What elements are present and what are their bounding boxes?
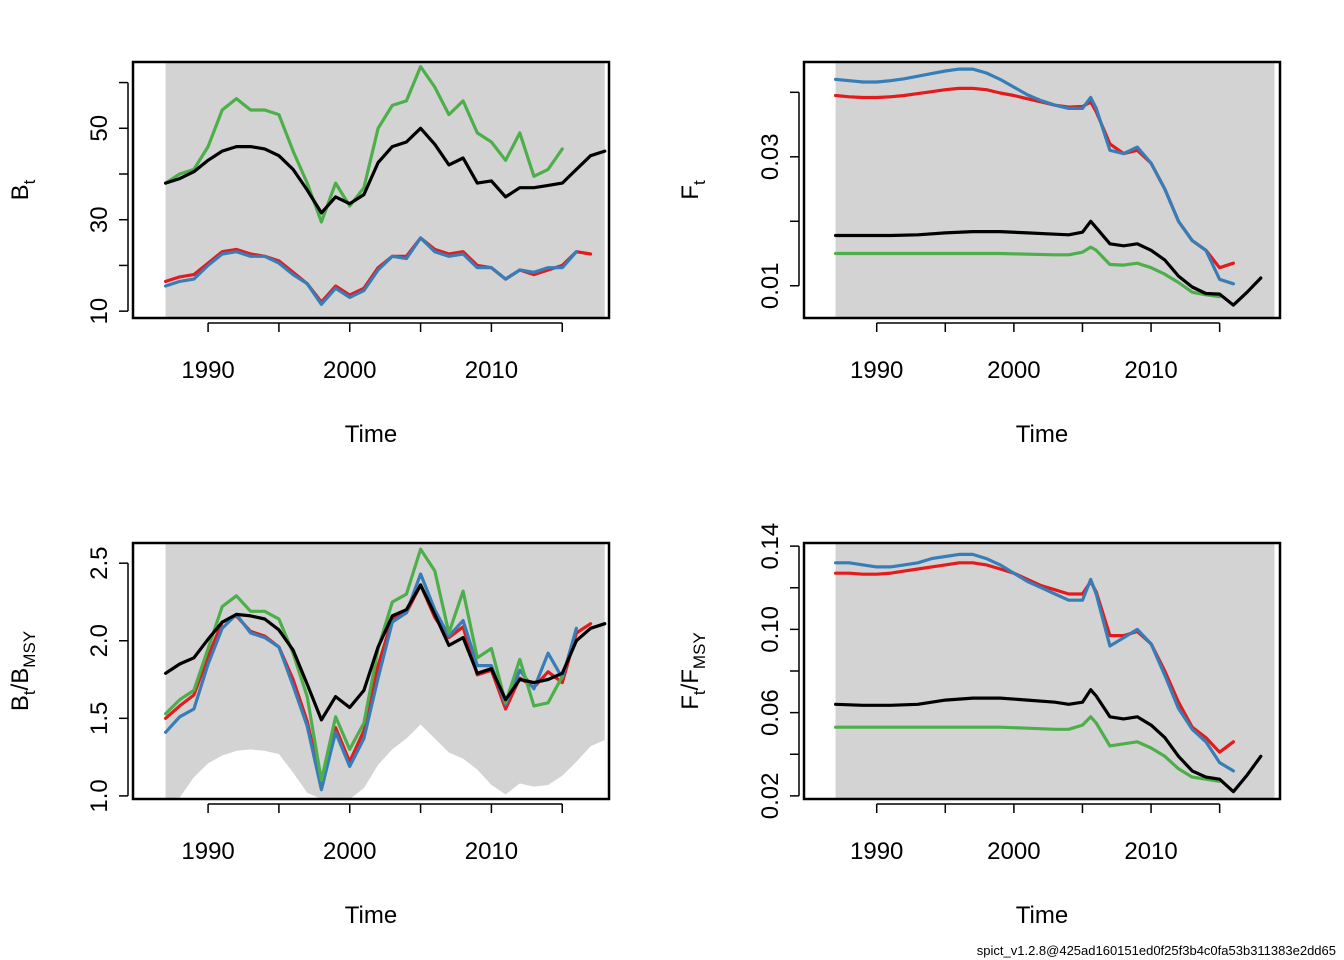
y-tick-label: 50 <box>86 115 113 142</box>
x-tick-label: 2000 <box>323 357 376 384</box>
y-axis-title: Bt <box>7 179 39 200</box>
x-axis-title: Time <box>1016 902 1068 929</box>
plot-area <box>164 62 607 318</box>
x-axis-title: Time <box>1016 421 1068 448</box>
plot-area <box>833 543 1275 799</box>
y-tick-label: 0.03 <box>757 133 784 180</box>
panel-bt: 1990 2000 2010 Time 10 30 50 Bt <box>7 60 611 448</box>
y-axis-title-subscript: t <box>20 179 39 184</box>
series-line-black <box>164 126 607 215</box>
x-tick-label: 2000 <box>987 838 1040 865</box>
y-tick-label: 30 <box>86 206 113 233</box>
x-tick-label: 2010 <box>465 357 518 384</box>
x-axis: 1990 2000 2010 <box>850 803 1221 865</box>
y-axis: 10 30 50 <box>86 81 129 325</box>
x-tick-label: 2000 <box>987 357 1040 384</box>
series-line-green <box>164 547 564 783</box>
y-axis-title: Ft <box>677 180 709 200</box>
confidence-band <box>835 62 1275 318</box>
y-tick-label: 1.5 <box>86 702 113 735</box>
y-axis-title: Ft/FMSY <box>677 632 709 710</box>
y-tick-label: 2.0 <box>86 624 113 657</box>
y-tick-label: 1.0 <box>86 779 113 812</box>
x-axis-title: Time <box>345 902 397 929</box>
plot-frame <box>802 541 1282 801</box>
y-tick-label: 0.14 <box>757 523 784 570</box>
panel-bbmsy: 1990 2000 2010 Time 1.0 1.5 2.0 2.5 Bt/BMSY <box>7 541 611 929</box>
y-axis-title-subscript: MSY <box>690 632 709 669</box>
footer-version: spict_v1.2.8@425ad160151ed0f25f3b4c0fa53… <box>976 943 1336 958</box>
confidence-band <box>835 543 1275 799</box>
x-tick-label: 1990 <box>850 357 903 384</box>
plot-frame <box>131 60 611 320</box>
y-axis-title-subscript: t <box>690 180 709 185</box>
y-axis-title-main: B <box>7 184 34 200</box>
x-tick-label: 1990 <box>181 838 234 865</box>
x-tick-label: 1990 <box>181 357 234 384</box>
y-tick-label: 0.02 <box>757 773 784 820</box>
series-line-black <box>833 219 1263 307</box>
x-axis: 1990 2000 2010 <box>181 803 563 865</box>
plot-area <box>833 62 1275 318</box>
y-axis-title-main: B <box>7 695 34 711</box>
series-line-black <box>833 688 1263 794</box>
series-line-blue <box>164 236 579 306</box>
confidence-band <box>165 543 605 799</box>
y-tick-label: 0.06 <box>757 689 784 736</box>
y-axis-title: Bt/BMSY <box>7 631 39 711</box>
y-axis-title-main: /F <box>677 669 704 690</box>
x-tick-label: 2010 <box>1124 357 1177 384</box>
y-axis-title-main: F <box>677 695 704 710</box>
y-tick-label: 2.5 <box>86 546 113 579</box>
x-tick-label: 2000 <box>323 838 376 865</box>
x-tick-label: 1990 <box>850 838 903 865</box>
plot-area <box>164 543 607 799</box>
series-line-blue <box>833 67 1236 286</box>
y-axis-title-subscript: t <box>690 690 709 695</box>
y-tick-label: 0.10 <box>757 606 784 653</box>
y-tick-label: 0.01 <box>757 262 784 309</box>
x-axis: 1990 2000 2010 <box>850 322 1221 384</box>
y-axis-title-main: F <box>677 185 704 200</box>
series-line-blue <box>833 552 1236 773</box>
y-axis: 1.0 1.5 2.0 2.5 <box>86 546 129 813</box>
series-line-green <box>164 64 564 224</box>
x-axis: 1990 2000 2010 <box>181 322 563 384</box>
y-axis-title-subscript: MSY <box>20 631 39 668</box>
plot-frame <box>131 541 611 801</box>
y-axis-title-subscript: t <box>20 690 39 695</box>
series-line-red <box>833 561 1236 754</box>
series-line-black <box>164 583 607 722</box>
y-axis-title-main: /B <box>7 668 34 691</box>
series-line-green <box>833 715 1222 783</box>
series-line-green <box>833 245 1222 299</box>
x-tick-label: 2010 <box>465 838 518 865</box>
x-axis-title: Time <box>345 421 397 448</box>
plot-frame <box>802 60 1282 320</box>
panel-ffmsy: 1990 2000 2010 Time 0.02 0.06 0.10 0.14 Ft/FMSY <box>677 523 1282 929</box>
panel-ft: 1990 2000 2010 Time 0.01 0.03 Ft <box>677 60 1282 448</box>
x-tick-label: 2010 <box>1124 838 1177 865</box>
y-axis: 0.01 0.03 <box>757 91 800 309</box>
confidence-band <box>165 62 605 318</box>
y-axis: 0.02 0.06 0.10 0.14 <box>757 523 800 820</box>
y-tick-label: 10 <box>86 298 113 325</box>
